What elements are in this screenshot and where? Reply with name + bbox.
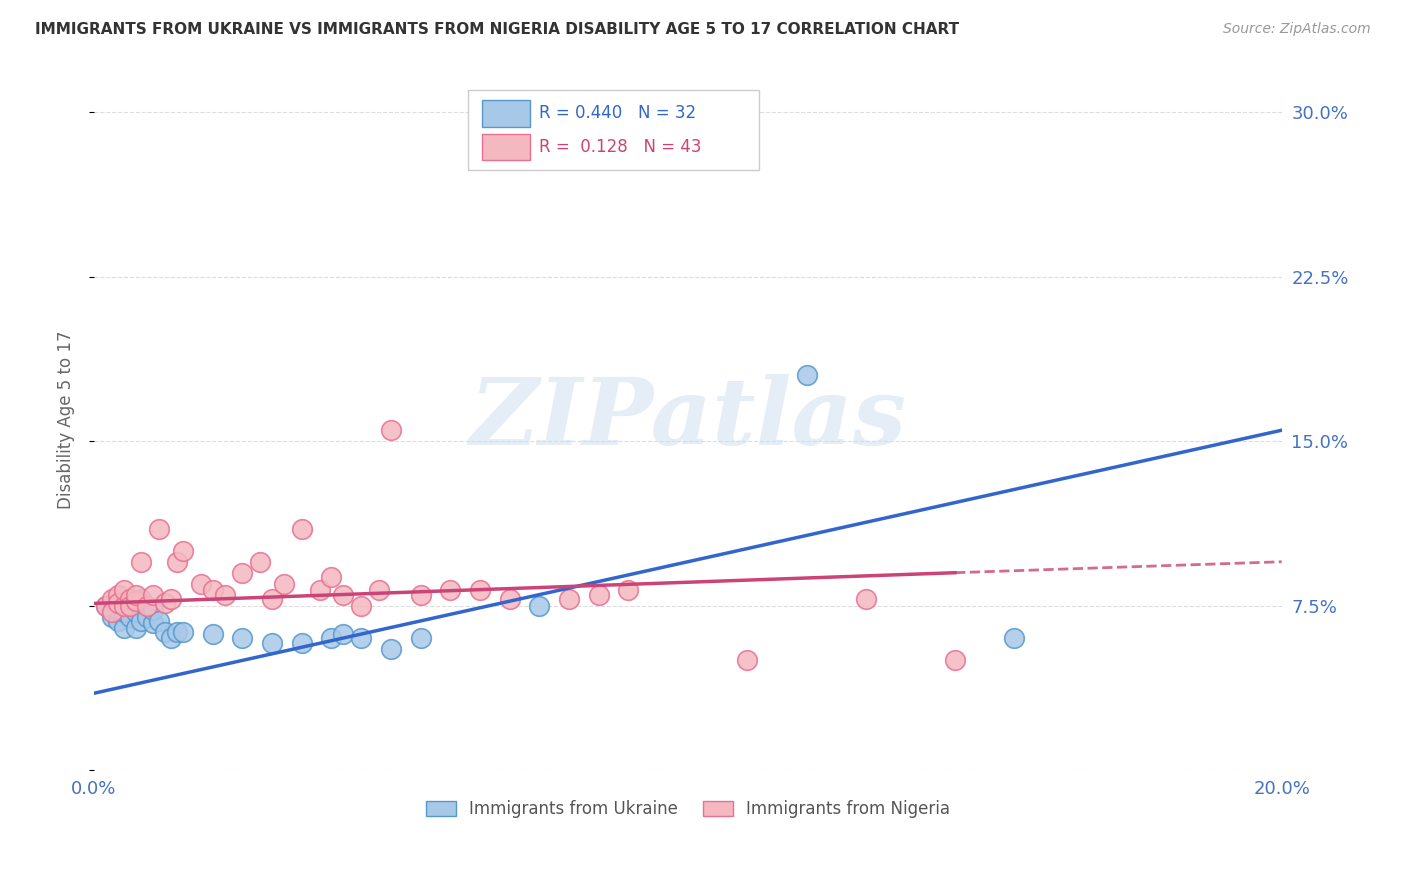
Point (617, 583, 640, 598)
Point (94, 599, 117, 613)
Text: Source: ZipAtlas.com: Source: ZipAtlas.com (1223, 22, 1371, 37)
Text: IMMIGRANTS FROM UKRAINE VS IMMIGRANTS FROM NIGERIA DISABILITY AGE 5 TO 17 CORREL: IMMIGRANTS FROM UKRAINE VS IMMIGRANTS FR… (35, 22, 959, 37)
Point (214, 588, 236, 602)
Point (107, 614, 129, 628)
Point (131, 555, 153, 569)
Point (380, 423, 402, 437)
Point (112, 620, 135, 634)
Point (855, 592, 877, 607)
Point (190, 576, 212, 591)
Point (107, 596, 129, 610)
Point (231, 632, 253, 646)
Point (796, 368, 818, 383)
Point (558, 592, 581, 607)
Point (112, 583, 135, 598)
Point (321, 570, 343, 584)
Point (231, 566, 253, 580)
Point (332, 588, 354, 602)
Point (439, 583, 461, 598)
FancyBboxPatch shape (482, 134, 530, 161)
Point (1004, 632, 1026, 646)
Text: R = 0.440   N = 32: R = 0.440 N = 32 (540, 104, 696, 122)
Point (262, 592, 284, 607)
Point (409, 632, 432, 646)
Point (350, 599, 373, 613)
Point (172, 543, 194, 558)
Point (118, 592, 141, 607)
Point (94, 599, 117, 613)
Y-axis label: Disability Age 5 to 17: Disability Age 5 to 17 (58, 330, 75, 508)
Point (148, 522, 170, 536)
Point (166, 624, 188, 639)
Point (142, 603, 165, 617)
Point (380, 642, 402, 657)
Point (124, 620, 146, 634)
Point (321, 632, 343, 646)
Point (100, 605, 122, 619)
FancyBboxPatch shape (482, 100, 530, 127)
Point (112, 599, 135, 613)
Point (249, 555, 271, 569)
Point (409, 588, 432, 602)
Point (291, 636, 314, 650)
Point (273, 576, 295, 591)
Point (332, 627, 354, 641)
Point (735, 653, 758, 667)
Text: R =  0.128   N = 43: R = 0.128 N = 43 (540, 138, 702, 156)
Point (124, 588, 146, 602)
Point (100, 609, 122, 624)
Point (131, 614, 153, 628)
Point (131, 592, 153, 607)
Point (943, 653, 966, 667)
Point (160, 632, 183, 646)
Point (124, 594, 146, 608)
Point (160, 592, 183, 607)
Point (172, 624, 194, 639)
Point (529, 599, 551, 613)
FancyBboxPatch shape (468, 89, 759, 170)
Point (136, 609, 159, 624)
Point (291, 522, 314, 536)
Point (588, 588, 610, 602)
Point (262, 636, 284, 650)
Point (350, 632, 373, 646)
Point (166, 555, 188, 569)
Point (124, 605, 146, 619)
Point (118, 599, 141, 613)
Point (201, 583, 224, 598)
Point (498, 592, 520, 607)
Point (153, 596, 176, 610)
Point (201, 627, 224, 641)
Point (118, 599, 141, 613)
Point (107, 588, 129, 602)
Point (136, 599, 159, 613)
Point (142, 616, 165, 631)
Point (148, 614, 170, 628)
Text: ZIPatlas: ZIPatlas (470, 375, 907, 464)
Point (142, 588, 165, 602)
Point (100, 592, 122, 607)
Point (107, 603, 129, 617)
Point (118, 609, 141, 624)
Point (153, 624, 176, 639)
Point (368, 583, 391, 598)
Point (468, 583, 491, 598)
Legend: Immigrants from Ukraine, Immigrants from Nigeria: Immigrants from Ukraine, Immigrants from… (419, 794, 956, 825)
Point (112, 605, 135, 619)
Point (308, 583, 330, 598)
